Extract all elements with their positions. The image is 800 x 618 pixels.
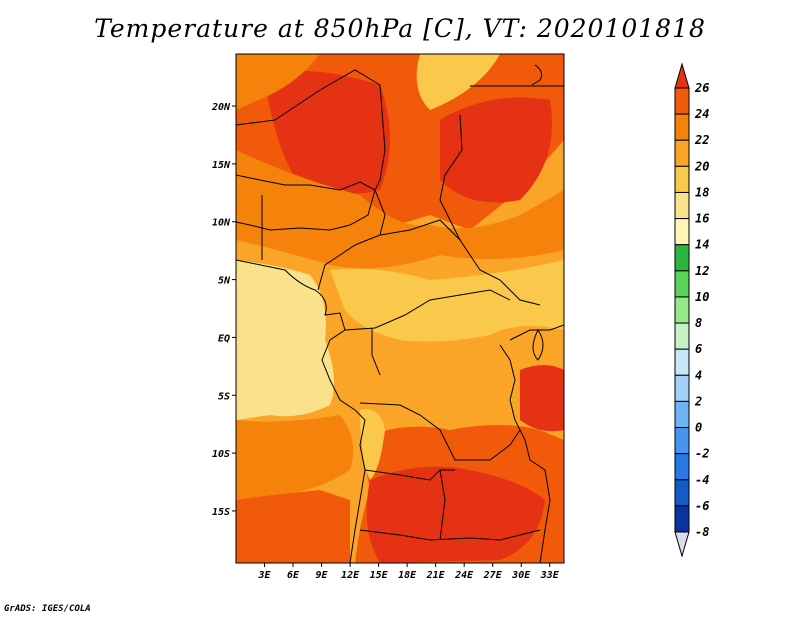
- y-axis: 20N 15N 10N 5N EQ 5S 10S 15S: [211, 102, 236, 518]
- colorbar-label: 26: [694, 81, 709, 95]
- chart-title: Temperature at 850hPa [C], VT: 202010181…: [94, 14, 706, 43]
- colorbar-box: [674, 165, 690, 193]
- y-tick-label: EQ: [218, 333, 230, 344]
- country-borders: [236, 64, 564, 563]
- colorbar-box: [674, 296, 690, 324]
- colorbar-label: 2: [694, 394, 702, 408]
- colorbar-label: 22: [694, 133, 709, 147]
- y-tick-label: 5N: [218, 276, 231, 287]
- colorbar-box: [674, 374, 690, 402]
- colorbar-box: [674, 400, 690, 429]
- y-tick-label: 20N: [211, 102, 231, 113]
- y-tick-label: 5S: [218, 391, 230, 402]
- colorbar-label: 18: [695, 185, 709, 199]
- colorbar-box: [674, 505, 690, 533]
- y-tick-label: 10S: [212, 449, 230, 460]
- y-tick-label: 15N: [212, 160, 231, 171]
- colorbar-bottom-triangle: [674, 531, 690, 558]
- colorbar-box: [674, 427, 690, 455]
- map-frame: [235, 53, 565, 564]
- colorbar-label: 6: [695, 342, 702, 356]
- x-tick-label: 27E: [483, 570, 503, 581]
- colorbar-box: [674, 322, 690, 350]
- temperature-field: [236, 54, 564, 563]
- colorbar-label: -4: [695, 473, 709, 487]
- colorbar-box: [674, 270, 690, 298]
- x-tick-label: 30E: [511, 570, 531, 581]
- colorbar-label: 24: [694, 107, 709, 121]
- x-tick-label: 15E: [370, 570, 389, 581]
- x-tick-label: 18E: [398, 570, 417, 581]
- colorbar-label: 0: [695, 421, 702, 435]
- colorbar-label: 16: [695, 212, 709, 226]
- colorbar-box: [674, 191, 690, 220]
- x-tick-label: 33E: [540, 570, 560, 581]
- colorbar-label: 4: [695, 368, 702, 382]
- colorbar-label: 14: [695, 238, 709, 252]
- colorbar-label: -6: [695, 499, 709, 513]
- colorbar-box: [674, 453, 690, 481]
- colorbar-label: 12: [695, 264, 709, 278]
- x-tick-label: 6E: [287, 570, 300, 581]
- x-tick-label: 3E: [257, 570, 271, 581]
- y-tick-label: 15S: [212, 507, 230, 518]
- colorbar-label: 20: [694, 159, 709, 173]
- colorbar-label: -2: [695, 447, 709, 461]
- colorbar-box: [674, 218, 690, 246]
- grads-credit: GrADS: IGES/COLA: [4, 604, 91, 614]
- colorbar-box: [674, 479, 690, 507]
- colorbar-box: [674, 113, 690, 141]
- x-tick-label: 21E: [426, 570, 446, 581]
- colorbar-label: 10: [695, 290, 709, 304]
- x-tick-label: 24E: [454, 570, 474, 581]
- colorbar-box: [674, 348, 690, 376]
- colorbar-label: 8: [695, 316, 702, 330]
- colorbar-box: [674, 244, 690, 272]
- colorbar-label: -8: [695, 525, 709, 539]
- y-tick-label: 10N: [212, 218, 231, 229]
- x-tick-label: 9E: [316, 570, 329, 581]
- x-axis: 3E 6E 9E 12E 15E 18E 21E 24E 27E 30E 33E: [257, 563, 560, 581]
- colorbar-top-triangle: [674, 62, 690, 89]
- colorbar-box: [674, 139, 690, 167]
- x-tick-label: 12E: [341, 570, 360, 581]
- colorbar-box: [674, 87, 690, 115]
